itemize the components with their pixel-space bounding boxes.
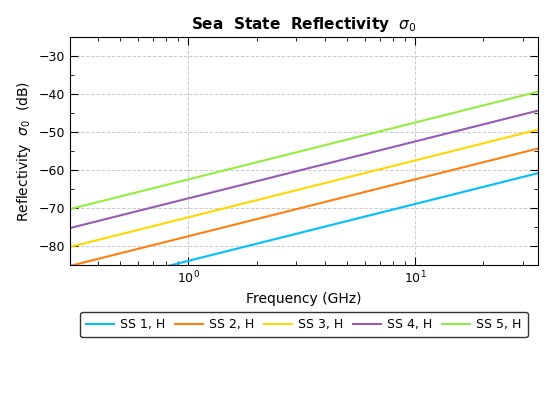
Legend: SS 1, H, SS 2, H, SS 3, H, SS 4, H, SS 5, H: SS 1, H, SS 2, H, SS 3, H, SS 4, H, SS 5…: [80, 312, 528, 337]
SS 3, H: [289, 189, 296, 194]
SS 2, H: [535, 146, 542, 151]
Title: Sea  State  Reflectivity  $\sigma_0$: Sea State Reflectivity $\sigma_0$: [191, 15, 417, 34]
SS 2, H: [346, 194, 352, 199]
SS 4, H: [535, 108, 542, 113]
SS 1, H: [67, 288, 73, 293]
SS 3, H: [450, 148, 457, 153]
SS 2, H: [320, 200, 326, 205]
SS 1, H: [292, 231, 298, 236]
Line: SS 2, H: SS 2, H: [70, 149, 538, 266]
SS 4, H: [524, 111, 530, 116]
SS 2, H: [289, 207, 296, 213]
SS 5, H: [346, 136, 352, 142]
SS 2, H: [450, 167, 457, 172]
SS 5, H: [450, 110, 457, 116]
SS 3, H: [292, 188, 298, 193]
SS 1, H: [524, 173, 530, 178]
SS 3, H: [346, 175, 352, 180]
SS 1, H: [346, 218, 352, 223]
SS 1, H: [289, 232, 296, 237]
SS 5, H: [524, 92, 530, 97]
SS 5, H: [535, 89, 542, 94]
SS 1, H: [535, 171, 542, 176]
SS 2, H: [67, 263, 73, 268]
SS 4, H: [67, 226, 73, 231]
SS 3, H: [524, 130, 530, 135]
SS 4, H: [292, 169, 298, 174]
SS 1, H: [320, 224, 326, 229]
Line: SS 5, H: SS 5, H: [70, 92, 538, 209]
SS 2, H: [524, 149, 530, 154]
X-axis label: Frequency (GHz): Frequency (GHz): [246, 291, 362, 306]
SS 1, H: [450, 192, 457, 197]
SS 4, H: [450, 129, 457, 134]
SS 3, H: [320, 181, 326, 186]
SS 4, H: [289, 170, 296, 175]
Y-axis label: Reflectivity  $\sigma_0$  (dB): Reflectivity $\sigma_0$ (dB): [15, 81, 33, 221]
SS 5, H: [289, 151, 296, 156]
Line: SS 1, H: SS 1, H: [70, 173, 538, 291]
SS 2, H: [292, 207, 298, 212]
SS 4, H: [320, 162, 326, 167]
Line: SS 3, H: SS 3, H: [70, 129, 538, 247]
SS 4, H: [346, 156, 352, 161]
SS 5, H: [320, 143, 326, 148]
Line: SS 4, H: SS 4, H: [70, 110, 538, 228]
SS 3, H: [67, 244, 73, 249]
SS 5, H: [67, 207, 73, 212]
SS 5, H: [292, 150, 298, 155]
SS 3, H: [535, 127, 542, 132]
